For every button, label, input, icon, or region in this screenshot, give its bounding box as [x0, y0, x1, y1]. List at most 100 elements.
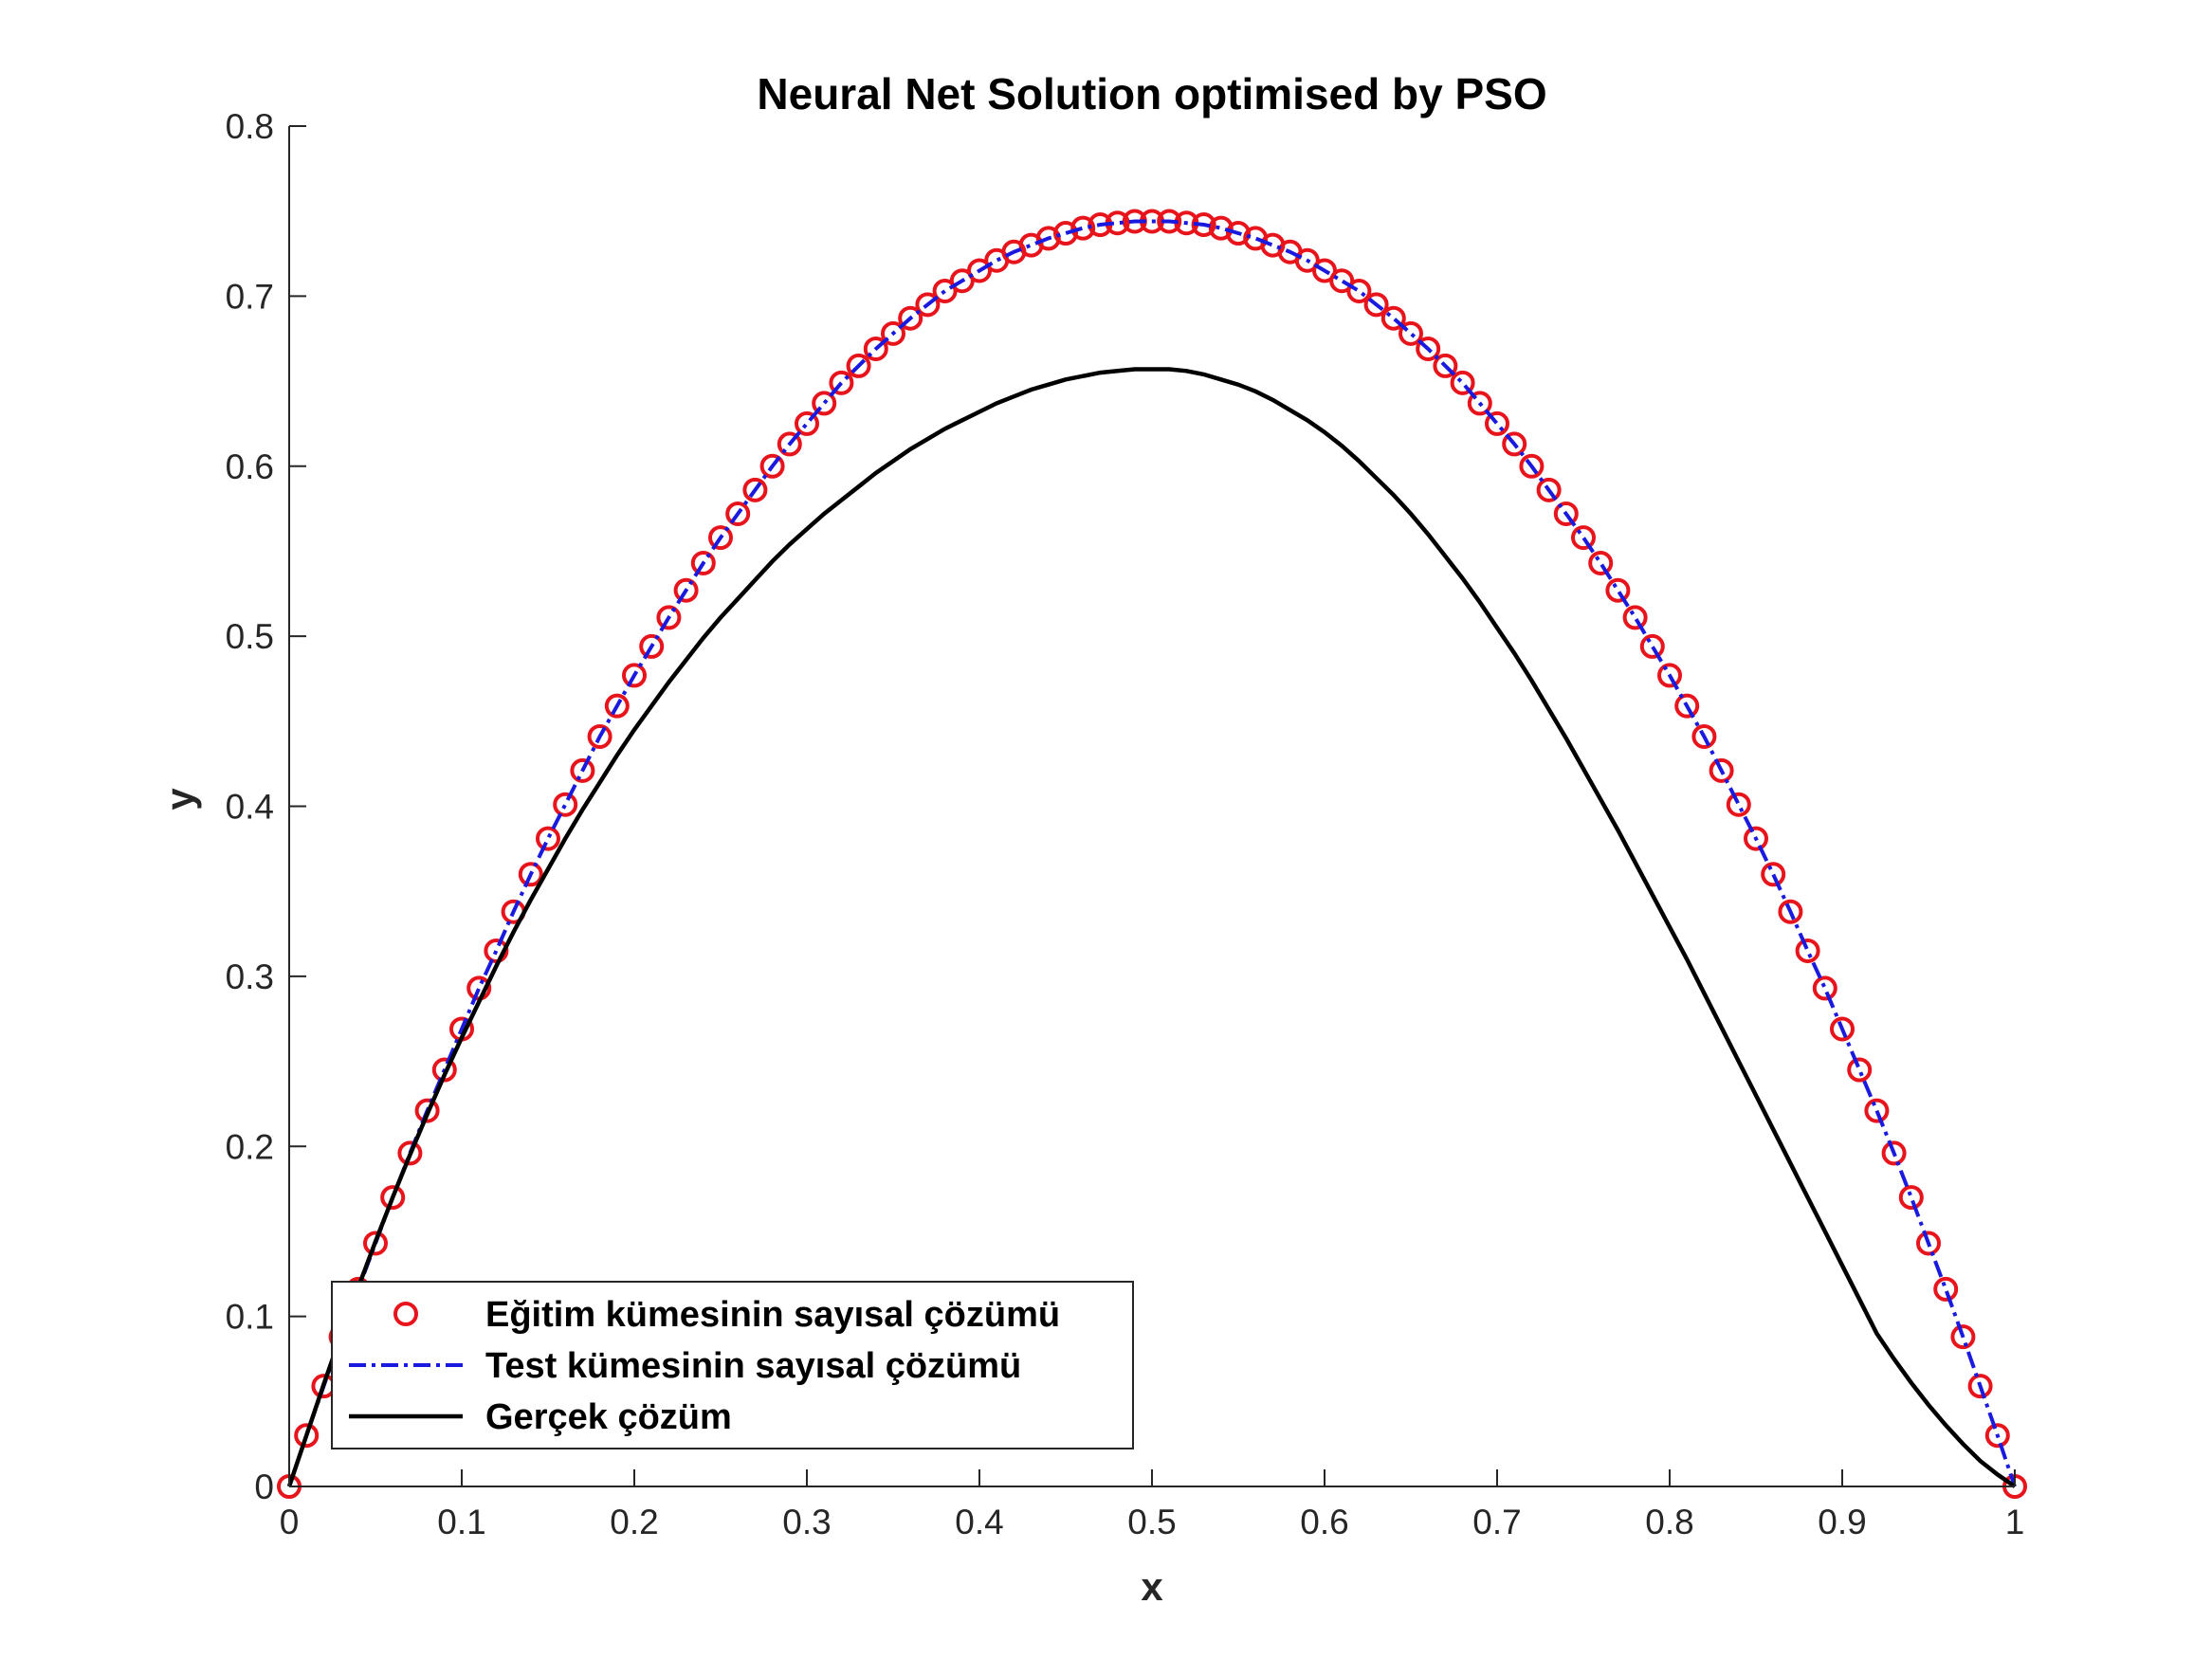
series-test-line — [287, 219, 2017, 1487]
data-point — [639, 633, 665, 659]
data-point — [1416, 336, 1441, 361]
data-point — [518, 862, 543, 887]
data-point — [690, 550, 716, 575]
x-tick-label: 0.7 — [1472, 1503, 1521, 1541]
data-point — [1519, 453, 1545, 479]
legend-marker-egitim — [393, 1302, 418, 1326]
data-point — [863, 336, 888, 361]
data-point — [484, 938, 509, 963]
data-point — [1726, 792, 1751, 817]
data-point — [1502, 431, 1527, 457]
data-point — [1363, 292, 1389, 318]
data-point — [759, 453, 785, 479]
y-tick-label: 0.8 — [226, 107, 274, 146]
data-point — [898, 305, 923, 331]
data-point — [380, 1185, 406, 1211]
data-point — [881, 320, 905, 346]
x-axis-label: x — [1141, 1564, 1163, 1609]
data-point — [1571, 525, 1596, 551]
legend-label-egitim: Eğitim kümesinin sayısal çözümü — [485, 1295, 1060, 1335]
data-point — [553, 792, 578, 817]
data-point — [1709, 757, 1734, 783]
data-point — [294, 1423, 320, 1449]
data-point — [1933, 1276, 1959, 1302]
data-point — [587, 723, 612, 749]
data-point — [1035, 226, 1061, 251]
data-point — [536, 826, 560, 851]
data-point — [1950, 1324, 1976, 1350]
data-point — [673, 577, 699, 603]
data-point — [1070, 215, 1096, 241]
data-point — [1898, 1185, 1924, 1211]
x-tick-label: 0.4 — [955, 1503, 1003, 1541]
data-point — [742, 477, 768, 502]
data-point — [1864, 1098, 1890, 1123]
data-point — [1485, 410, 1509, 436]
data-point — [829, 370, 854, 395]
data-point — [414, 1098, 440, 1123]
chart-title: Neural Net Solution optimised by PSO — [757, 69, 1546, 118]
data-point — [1553, 501, 1579, 526]
data-point — [570, 757, 595, 783]
data-point — [1881, 1140, 1907, 1166]
y-axis-label: y — [157, 788, 202, 811]
data-point — [1467, 391, 1492, 416]
data-point — [1657, 663, 1682, 688]
y-tick-label: 0.6 — [226, 447, 274, 486]
data-point — [363, 1231, 388, 1256]
data-point — [1967, 1374, 1993, 1399]
data-point — [1398, 320, 1423, 346]
data-point — [1450, 370, 1475, 395]
legend-box — [331, 1281, 1134, 1449]
data-point — [1536, 477, 1562, 502]
x-tick-label: 0 — [280, 1503, 300, 1541]
data-point — [1847, 1057, 1873, 1083]
data-point — [1588, 550, 1614, 575]
x-tick-label: 0.5 — [1127, 1503, 1176, 1541]
data-point — [1380, 305, 1406, 331]
data-point — [1830, 1016, 1855, 1042]
data-point — [1157, 209, 1182, 234]
series-gercek-line — [286, 367, 2017, 1488]
x-tick-label: 0.9 — [1818, 1503, 1866, 1541]
x-tick-label: 0.6 — [1300, 1503, 1348, 1541]
data-point — [604, 693, 630, 719]
data-point — [1622, 605, 1648, 630]
x-tick-label: 0.3 — [782, 1503, 831, 1541]
data-point — [1795, 938, 1820, 963]
data-point — [1208, 215, 1234, 241]
data-point — [1346, 278, 1372, 303]
data-point — [846, 353, 871, 378]
data-point — [397, 1140, 423, 1166]
legend-label-gercek: Gerçek çözüm — [485, 1397, 732, 1437]
data-point — [725, 501, 751, 526]
y-tick-label: 0.3 — [226, 957, 274, 996]
data-point — [656, 605, 682, 630]
data-point — [622, 663, 647, 688]
data-point — [795, 410, 819, 436]
data-point — [1226, 221, 1251, 246]
x-tick-label: 0.2 — [610, 1503, 658, 1541]
y-tick-label: 0.5 — [226, 617, 274, 656]
data-point — [431, 1057, 457, 1083]
data-point — [1778, 899, 1803, 924]
data-point — [812, 391, 837, 416]
y-tick-label: 0.4 — [226, 788, 274, 827]
y-tick-label: 0.7 — [226, 277, 274, 316]
data-point — [708, 525, 733, 551]
data-point — [1605, 577, 1631, 603]
x-tick-label: 0.1 — [437, 1503, 485, 1541]
data-point — [1916, 1231, 1941, 1256]
x-tick-label: 0.8 — [1645, 1503, 1693, 1541]
x-tick-label: 1 — [2005, 1503, 2025, 1541]
data-point — [1639, 633, 1665, 659]
axes: 0 0.1 0.2 0.3 0.4 0.5 0.6 0.7 0.8 0.9 1 0 0.1 0.2 0.3 0… — [226, 107, 2025, 1541]
data-point — [1761, 862, 1786, 887]
data-point — [1984, 1423, 2010, 1449]
data-point — [1433, 353, 1458, 378]
plot-area — [277, 209, 2027, 1499]
data-point — [1812, 975, 1837, 1001]
y-tick-label: 0.2 — [226, 1127, 274, 1166]
data-point — [1744, 826, 1768, 851]
data-point — [1691, 723, 1717, 749]
